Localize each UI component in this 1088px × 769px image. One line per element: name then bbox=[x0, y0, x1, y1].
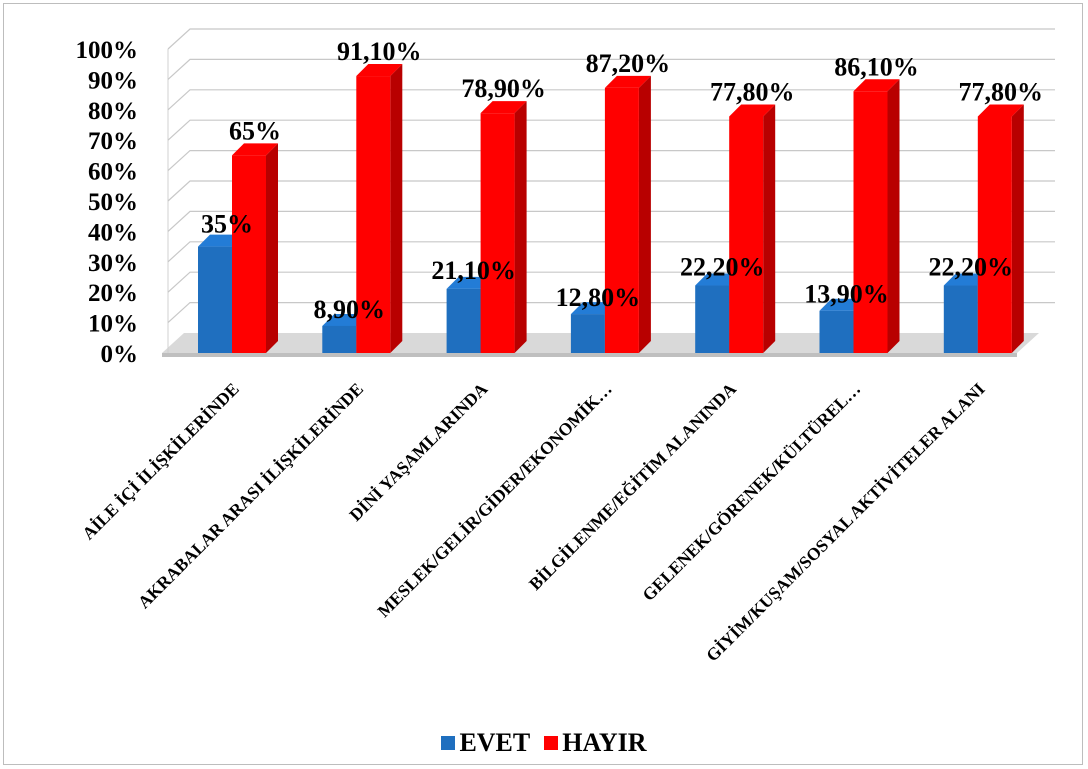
bar-front bbox=[729, 116, 764, 353]
data-label-evet: 8,90% bbox=[314, 295, 386, 324]
bar-side bbox=[266, 143, 278, 353]
y-tick-label: 20% bbox=[88, 280, 138, 307]
legend-label-hayir: HAYIR bbox=[562, 728, 647, 757]
data-label-hayir: 91,10% bbox=[337, 37, 422, 66]
bar-side bbox=[763, 104, 776, 353]
bar-front bbox=[322, 325, 357, 353]
bar-hayir-5 bbox=[729, 104, 776, 353]
bar-hayir-6 bbox=[853, 79, 900, 354]
data-label-evet: 21,10% bbox=[431, 256, 516, 285]
bar-hayir-1 bbox=[232, 143, 278, 353]
bar-top bbox=[853, 79, 900, 92]
y-tick-label: 40% bbox=[88, 219, 138, 246]
y-tick-label: 80% bbox=[88, 98, 138, 125]
category-label: MESLEK/GELİR/GİDER/EKONOMİK… bbox=[373, 379, 615, 621]
category-label: AKRABALAR ARASI İLİŞKİLERİNDE bbox=[134, 379, 367, 612]
bar-front bbox=[232, 155, 266, 353]
gridline bbox=[167, 58, 1055, 80]
data-label-hayir: 65% bbox=[229, 116, 281, 145]
data-label-evet: 22,20% bbox=[680, 253, 765, 282]
data-label-hayir: 86,10% bbox=[834, 52, 919, 81]
y-tick-label: 50% bbox=[88, 189, 138, 216]
bar-top bbox=[729, 104, 776, 117]
data-label-evet: 35% bbox=[201, 210, 253, 239]
bar-side bbox=[514, 101, 527, 353]
data-label-hayir: 77,80% bbox=[959, 77, 1044, 106]
y-tick-label: 70% bbox=[88, 128, 138, 155]
bar-side bbox=[1011, 104, 1024, 353]
bar-top bbox=[604, 75, 651, 88]
y-tick-label: 90% bbox=[88, 67, 138, 94]
bar-front bbox=[695, 285, 730, 353]
category-label: GİYİM/KUŞAM/SOSYAL AKTİVİTELER ALANI bbox=[702, 379, 989, 666]
bar-top bbox=[480, 101, 527, 114]
category-label: DİNİ YAŞAMLARINDA bbox=[345, 378, 492, 525]
y-axis-ticks: 0% 10% 20% 30% 40% 50% 60% 70% 80% 90% 100% bbox=[76, 37, 139, 368]
bar-side bbox=[390, 64, 403, 353]
bar-front bbox=[604, 87, 639, 354]
data-label-hayir: 77,80% bbox=[710, 77, 795, 106]
y-tick-label: 0% bbox=[101, 341, 139, 368]
y-tick-label: 100% bbox=[76, 37, 139, 64]
legend-swatch-hayir bbox=[544, 736, 559, 750]
data-label-evet: 13,90% bbox=[804, 280, 889, 309]
legend-item-hayir: HAYIR bbox=[544, 728, 647, 758]
legend-swatch-evet bbox=[441, 736, 456, 750]
bar-hayir-2 bbox=[356, 64, 403, 353]
data-label-evet: 22,20% bbox=[929, 253, 1014, 282]
bar-hayir-7 bbox=[977, 104, 1024, 353]
bar-hayir-4 bbox=[604, 75, 651, 354]
chart-floor-edge bbox=[162, 353, 1017, 357]
bar-front bbox=[446, 288, 481, 353]
bar-front bbox=[198, 246, 232, 353]
bar-front bbox=[819, 310, 854, 353]
gridline bbox=[167, 28, 1055, 50]
y-tick-label: 30% bbox=[88, 250, 138, 277]
bar-front bbox=[853, 91, 888, 354]
data-label-hayir: 87,20% bbox=[586, 49, 671, 78]
data-label-evet: 12,80% bbox=[556, 283, 641, 312]
legend: EVET HAYIR bbox=[0, 728, 1088, 758]
bar-top bbox=[977, 104, 1024, 117]
bar-side bbox=[887, 79, 900, 354]
y-tick-label: 60% bbox=[88, 159, 138, 186]
bars-layer bbox=[198, 64, 1024, 354]
bar-hayir-3 bbox=[480, 101, 527, 353]
category-label: BİLGİLENME/EĞİTİM ALANINDA bbox=[525, 378, 741, 594]
bar-front bbox=[480, 113, 515, 353]
data-labels-layer: 35% 65% 8,90% 91,10% 21,10% 78,90% 12,80% 87,20… bbox=[201, 37, 1043, 324]
data-label-hayir: 78,90% bbox=[461, 74, 546, 103]
bar-top bbox=[232, 143, 278, 156]
gridline bbox=[167, 89, 1055, 111]
legend-item-evet: EVET bbox=[441, 728, 530, 758]
bar-front bbox=[570, 314, 605, 353]
chart-frame bbox=[3, 3, 1083, 765]
bar-side bbox=[638, 75, 651, 354]
category-label: GELENEK/GÖRENEK/KÜLTÜREL… bbox=[638, 379, 864, 605]
y-tick-label: 10% bbox=[88, 311, 138, 338]
bar-front bbox=[977, 116, 1012, 353]
legend-label-evet: EVET bbox=[459, 728, 531, 757]
bar-front bbox=[356, 76, 391, 353]
bar-top bbox=[356, 64, 403, 77]
bar-front bbox=[943, 285, 978, 353]
